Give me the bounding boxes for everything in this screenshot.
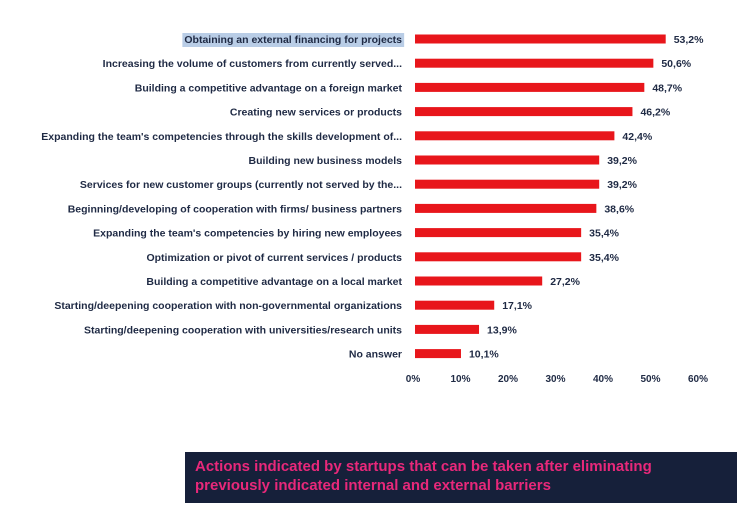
value-label: 50,6%	[661, 58, 691, 70]
category-label: Obtaining an external financing for proj…	[184, 34, 402, 46]
category-label: Building a competitive advantage on a fo…	[135, 82, 403, 94]
value-label: 53,2%	[674, 34, 704, 46]
category-label: Optimization or pivot of current service…	[146, 252, 402, 264]
value-label: 38,6%	[604, 203, 634, 215]
category-label: Expanding the team's competencies by hir…	[93, 228, 402, 240]
chart-caption: Actions indicated by startups that can b…	[195, 458, 652, 494]
category-label: Starting/deepening cooperation with univ…	[84, 324, 402, 336]
value-label: 48,7%	[652, 82, 682, 94]
x-tick-label: 10%	[450, 374, 470, 385]
value-label: 39,2%	[607, 179, 637, 191]
value-label: 35,4%	[589, 228, 619, 240]
x-tick-label: 0%	[406, 374, 421, 385]
x-tick-label: 30%	[545, 374, 565, 385]
bar	[415, 252, 582, 262]
bar	[415, 179, 600, 189]
value-label: 10,1%	[469, 349, 499, 361]
x-tick-label: 20%	[498, 374, 518, 385]
bar	[415, 155, 600, 165]
value-label: 27,2%	[550, 276, 580, 288]
category-label: Beginning/developing of cooperation with…	[68, 203, 402, 215]
category-label: Services for new customer groups (curren…	[80, 179, 402, 191]
bar	[415, 276, 543, 286]
value-label: 46,2%	[640, 107, 670, 119]
bar-chart: Obtaining an external financing for proj…	[41, 33, 708, 385]
bar	[415, 82, 645, 92]
bar	[415, 58, 654, 68]
category-label: Creating new services or products	[230, 107, 402, 119]
value-label: 35,4%	[589, 252, 619, 264]
bar	[415, 131, 615, 141]
label-highlight	[182, 33, 405, 47]
category-label: No answer	[349, 349, 402, 361]
value-label: 39,2%	[607, 155, 637, 167]
x-tick-label: 50%	[640, 374, 660, 385]
category-label: Increasing the volume of customers from …	[103, 58, 402, 70]
category-label: Starting/deepening cooperation with non-…	[54, 300, 402, 312]
bar	[415, 349, 461, 359]
value-label: 17,1%	[502, 300, 532, 312]
category-label: Building new business models	[249, 155, 403, 167]
bar	[415, 300, 495, 310]
bar	[415, 228, 582, 238]
chart-caption-box: Actions indicated by startups that can b…	[185, 452, 737, 503]
value-label: 13,9%	[487, 324, 517, 336]
category-label: Building a competitive advantage on a lo…	[146, 276, 402, 288]
value-label: 42,4%	[622, 131, 652, 143]
bar	[415, 107, 633, 117]
x-tick-label: 60%	[688, 374, 708, 385]
x-tick-label: 40%	[593, 374, 613, 385]
category-label: Expanding the team's competencies throug…	[41, 131, 402, 143]
bar	[415, 34, 666, 44]
bar	[415, 203, 597, 213]
bar	[415, 324, 480, 334]
